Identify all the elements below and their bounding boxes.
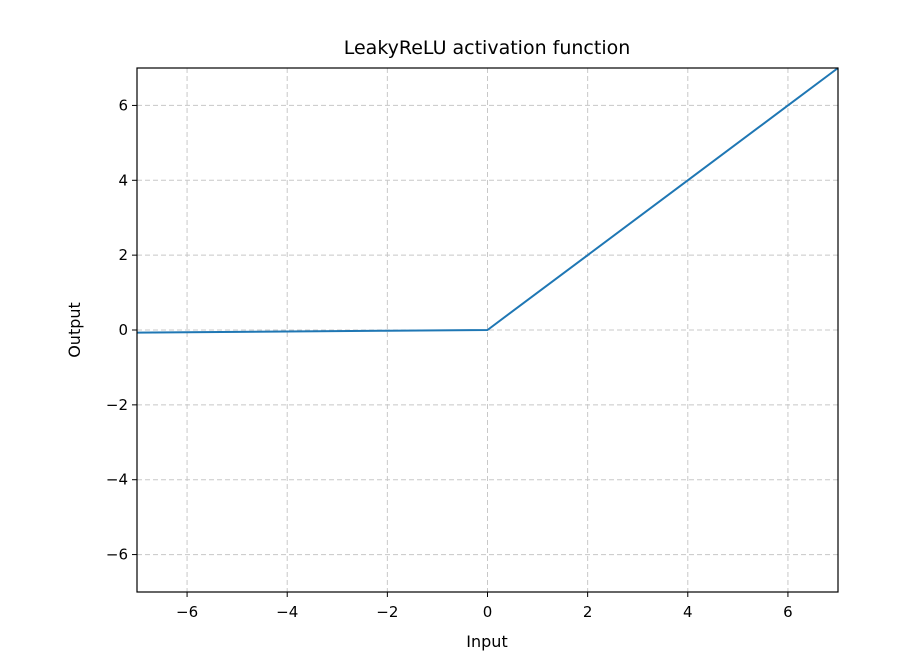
y-tick-label: 0 [118, 321, 128, 339]
x-axis-ticks: −6 −4 −2 0 2 4 6 [176, 592, 793, 621]
y-tick-label: 6 [118, 96, 128, 114]
x-tick-label: 4 [683, 603, 693, 621]
x-tick-label: −2 [376, 603, 398, 621]
grid [137, 68, 838, 592]
y-tick-label: −2 [106, 396, 128, 414]
series-line [136, 67, 839, 334]
y-tick-label: −6 [106, 546, 128, 564]
chart-title: LeakyReLU activation function [344, 37, 631, 59]
x-tick-label: 6 [783, 603, 793, 621]
x-tick-label: −6 [176, 603, 198, 621]
x-tick-label: 0 [483, 603, 493, 621]
plot-series [136, 67, 839, 334]
x-axis-label: Input [466, 632, 507, 651]
y-tick-label: 4 [118, 171, 128, 189]
x-tick-label: 2 [583, 603, 593, 621]
y-tick-label: −4 [106, 471, 128, 489]
x-tick-label: −4 [276, 603, 298, 621]
y-tick-label: 2 [118, 246, 128, 264]
y-axis-label: Output [65, 302, 84, 358]
y-axis-ticks: −6 −4 −2 0 2 4 6 [106, 96, 137, 564]
